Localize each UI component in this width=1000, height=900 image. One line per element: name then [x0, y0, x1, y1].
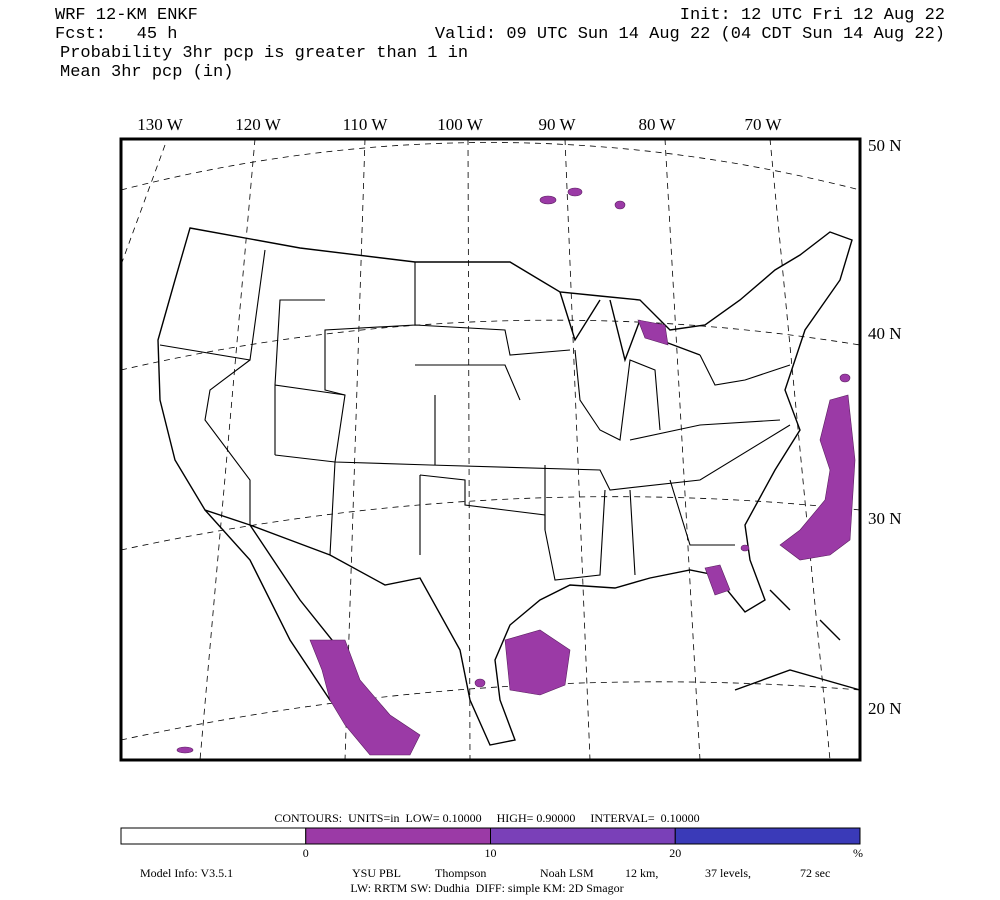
longitude-label: 100 W: [437, 115, 483, 134]
physics: LW: RRTM SW: Dudhia DIFF: simple KM: 2D …: [350, 881, 623, 895]
colorbar-segment: [490, 827, 676, 845]
pbl: YSU PBL: [352, 866, 401, 880]
colorbar-segment: [120, 827, 307, 845]
longitude-labels: 130 W 120 W 110 W 100 W 90 W 80 W 70 W: [137, 115, 782, 134]
latitude-label: 30 N: [868, 509, 902, 528]
latitude-label: 50 N: [868, 136, 902, 155]
colorbar-segment: [305, 827, 491, 845]
longitude-label: 90 W: [539, 115, 577, 134]
latitude-labels: 50 N 40 N 30 N 20 N: [868, 136, 902, 718]
lsm: Noah LSM: [540, 866, 594, 880]
microphysics: Thompson: [435, 866, 486, 880]
forecast-hour: Fcst: 45 h: [55, 25, 177, 44]
contour-info: CONTOURS: UNITS=in LOW= 0.10000 HIGH= 0.…: [274, 811, 699, 825]
valid-time: Valid: 09 UTC Sun 14 Aug 22 (04 CDT Sun …: [435, 25, 945, 44]
longitude-label: 120 W: [235, 115, 281, 134]
colorbar-label: %: [853, 846, 863, 860]
colorbar: 0 10 20%: [120, 827, 863, 860]
init-time: Init: 12 UTC Fri 12 Aug 22: [680, 6, 945, 25]
model-info: Model Info: V3.5.1: [140, 866, 233, 880]
header: WRF 12-KM ENKF Fcst: 45 h Probability 3h…: [55, 6, 945, 82]
resolution: 12 km,: [625, 866, 658, 880]
longitude-label: 110 W: [343, 115, 389, 134]
timestep: 72 sec: [800, 866, 830, 880]
state-borders: [159, 249, 791, 581]
levels: 37 levels,: [705, 866, 751, 880]
precipitation: [176, 187, 856, 756]
map: [119, 137, 862, 762]
colorbar-label: 20: [669, 846, 681, 860]
footer: Model Info: V3.5.1 YSU PBL Thompson Noah…: [140, 866, 830, 895]
colorbar-segment: [674, 827, 861, 845]
model-title: WRF 12-KM ENKF: [55, 6, 198, 25]
latitude-label: 40 N: [868, 324, 902, 343]
colorbar-label: 10: [485, 846, 497, 860]
map-frame: [119, 137, 862, 762]
longitude-label: 80 W: [639, 115, 677, 134]
latitude-label: 20 N: [868, 699, 902, 718]
longitude-label: 70 W: [745, 115, 783, 134]
field-title: Probability 3hr pcp is greater than 1 in: [60, 44, 468, 63]
longitude-label: 130 W: [137, 115, 183, 134]
field-subtitle: Mean 3hr pcp (in): [60, 63, 233, 82]
colorbar-label: 0: [303, 846, 309, 860]
